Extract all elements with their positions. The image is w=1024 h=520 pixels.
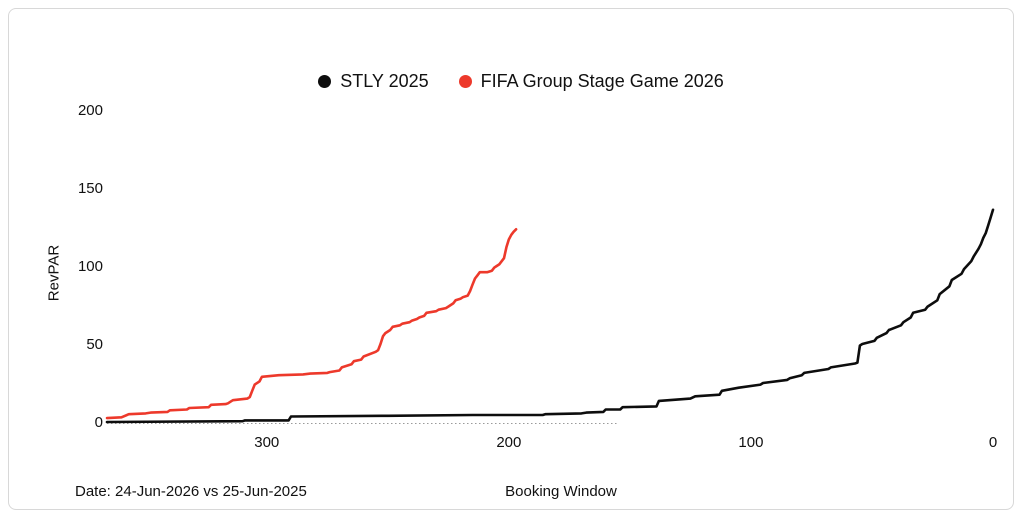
legend-label-fifa-2026: FIFA Group Stage Game 2026	[480, 71, 724, 91]
date-annotation: Date: 24-Jun-2026 vs 25-Jun-2025	[75, 483, 307, 500]
legend-marker-stly-2025	[318, 75, 332, 88]
x-tick-label: 200	[496, 434, 521, 451]
legend-item-fifa-2026[interactable]: FIFA Group Stage Game 2026	[458, 71, 724, 92]
legend: STLY 2025 FIFA Group Stage Game 2026	[9, 71, 1024, 92]
chart-card: STLY 2025 FIFA Group Stage Game 2026 Rev…	[8, 8, 1014, 510]
y-tick-label: 50	[86, 336, 103, 353]
y-tick-label: 0	[95, 414, 103, 431]
x-tick-label: 300	[254, 434, 279, 451]
legend-marker-fifa-2026	[458, 75, 472, 88]
x-tick-label: 100	[738, 434, 763, 451]
legend-label-stly-2025: STLY 2025	[340, 71, 429, 91]
series-line-stly-2025	[105, 208, 995, 424]
series-line-fifa-group-stage-game-2026	[105, 228, 518, 420]
y-tick-label: 150	[78, 180, 103, 197]
legend-item-stly-2025[interactable]: STLY 2025	[318, 71, 429, 92]
y-tick-label: 200	[78, 102, 103, 119]
y-tick-label: 100	[78, 258, 103, 275]
x-tick-label: 0	[989, 434, 997, 451]
x-axis-title: Booking Window	[505, 483, 617, 500]
